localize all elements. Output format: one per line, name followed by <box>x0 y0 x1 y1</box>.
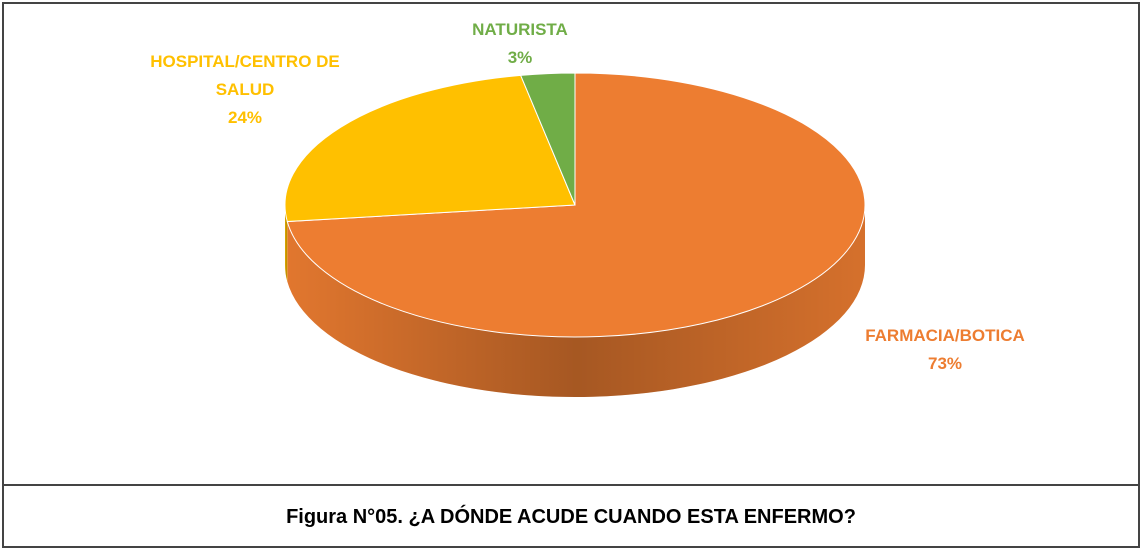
slice-value: 73% <box>927 354 963 373</box>
slice-label: HOSPITAL/CENTRO DE SALUD 24% <box>145 48 345 132</box>
slice-value: 3% <box>507 48 533 67</box>
pie-slice <box>284 74 576 223</box>
caption-box: Figura N°05. ¿A DÓNDE ACUDE CUANDO ESTA … <box>2 484 1140 552</box>
pie-slice <box>286 72 866 338</box>
slice-name: HOSPITAL/CENTRO DE SALUD <box>150 52 340 99</box>
pie-side-shade <box>285 205 288 282</box>
pie-slice <box>519 72 576 206</box>
slice-label: NATURISTA 3% <box>440 16 600 72</box>
pie-side-shade <box>287 205 865 397</box>
slice-name: FARMACIA/BOTICA <box>865 326 1025 345</box>
chart <box>284 72 866 397</box>
slice-value: 24% <box>227 108 263 127</box>
slice-label: FARMACIA/BOTICA 73% <box>850 322 1040 378</box>
slice-name: NATURISTA <box>472 20 568 39</box>
caption: Figura N°05. ¿A DÓNDE ACUDE CUANDO ESTA … <box>286 506 856 528</box>
